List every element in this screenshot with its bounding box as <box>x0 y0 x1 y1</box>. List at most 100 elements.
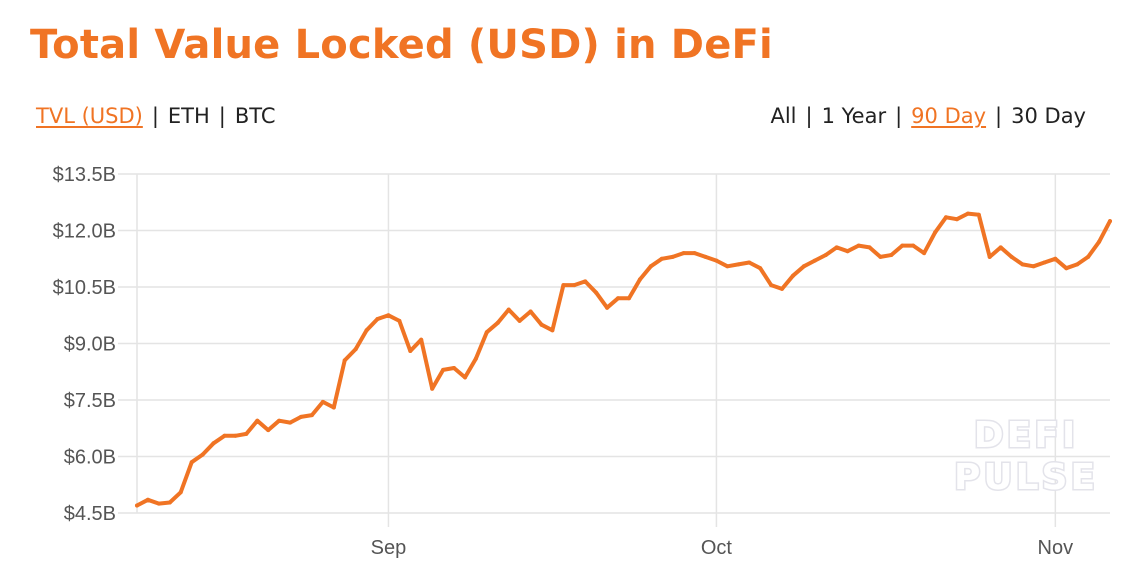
data-point <box>954 217 959 222</box>
data-point <box>1042 260 1047 265</box>
data-point <box>495 320 500 325</box>
data-point <box>364 328 369 333</box>
data-point <box>911 243 916 248</box>
data-point <box>976 212 981 217</box>
unit-option-btc[interactable]: BTC <box>234 104 276 128</box>
data-point <box>594 290 599 295</box>
data-point <box>178 490 183 495</box>
data-point <box>933 230 938 235</box>
data-point <box>627 296 631 301</box>
range-option-all[interactable]: All <box>770 104 797 128</box>
y-tick-label: $4.5B <box>64 503 116 525</box>
y-tick-label: $10.5B <box>53 277 116 299</box>
defi-pulse-watermark: DEFI PULSE <box>952 414 1098 500</box>
data-point <box>244 431 249 436</box>
data-point <box>856 243 861 248</box>
separator: | <box>151 104 159 128</box>
data-point <box>408 349 413 353</box>
data-point <box>747 260 752 265</box>
data-point <box>1009 254 1014 259</box>
data-point <box>441 367 446 372</box>
data-point <box>670 254 675 259</box>
data-point <box>583 279 588 284</box>
data-point <box>135 503 139 508</box>
data-point <box>145 497 150 502</box>
data-point <box>1053 256 1058 261</box>
separator: | <box>895 104 903 128</box>
data-point <box>889 253 894 257</box>
data-point <box>528 309 533 314</box>
data-point <box>255 418 260 423</box>
range-switch: All | 1 Year | 90 Day | 30 Day <box>770 104 1086 128</box>
data-point <box>1020 262 1025 267</box>
data-point <box>812 258 817 263</box>
x-tick-label: Nov <box>1038 537 1074 559</box>
separator: | <box>805 104 813 128</box>
y-tick-label: $12.0B <box>53 221 116 243</box>
y-tick-label: $7.5B <box>64 390 116 412</box>
data-point <box>473 356 478 361</box>
data-point <box>572 283 577 288</box>
unit-option-tvl-usd[interactable]: TVL (USD) <box>36 104 143 128</box>
data-point <box>801 264 806 269</box>
data-point <box>758 266 763 271</box>
data-point <box>430 386 435 391</box>
watermark-line-1: DEFI <box>974 415 1078 456</box>
data-point <box>506 307 511 312</box>
data-point <box>823 253 828 257</box>
y-axis: $13.5B $12.0B $10.5B $9.0B $7.5B $6.0B $4.5B <box>53 164 116 525</box>
data-point <box>616 296 620 301</box>
data-point <box>987 254 992 259</box>
x-axis: Sep Oct Nov <box>371 537 1073 559</box>
data-point <box>222 433 227 438</box>
data-point <box>834 245 839 250</box>
separator: | <box>995 104 1003 128</box>
series-group <box>135 211 1112 508</box>
data-point <box>233 433 238 438</box>
data-point <box>1086 254 1091 259</box>
data-point <box>320 399 325 404</box>
data-point <box>1064 266 1069 271</box>
data-point <box>1097 239 1102 244</box>
data-point <box>648 264 653 269</box>
data-point <box>1031 264 1036 269</box>
data-point <box>419 337 424 342</box>
data-point <box>736 262 741 267</box>
data-point <box>539 322 544 327</box>
data-point <box>944 215 948 220</box>
data-point <box>299 414 303 419</box>
data-point <box>681 251 686 256</box>
unit-option-eth[interactable]: ETH <box>167 104 210 128</box>
data-point <box>878 254 883 259</box>
data-point <box>156 501 161 506</box>
watermark-line-2: PULSE <box>954 457 1098 498</box>
data-point <box>900 243 905 248</box>
y-tick-label: $13.5B <box>53 164 116 186</box>
data-point <box>791 273 795 278</box>
range-option-90-day[interactable]: 90 Day <box>911 104 987 128</box>
data-point <box>353 347 358 352</box>
data-point <box>342 358 347 363</box>
chart-title: Total Value Locked (USD) in DeFi <box>30 22 773 68</box>
x-tick-label: Sep <box>371 537 407 559</box>
range-option-30-day[interactable]: 30 Day <box>1011 104 1086 128</box>
data-point <box>561 283 566 288</box>
data-point <box>189 460 194 465</box>
y-tick-label: $9.0B <box>64 334 116 356</box>
data-point <box>484 330 489 335</box>
unit-switch: TVL (USD) | ETH | BTC <box>36 104 276 128</box>
data-point <box>397 318 402 323</box>
data-point <box>277 418 282 423</box>
data-point <box>780 286 784 291</box>
data-point <box>605 305 610 310</box>
x-tick-label: Oct <box>701 537 733 559</box>
data-point <box>659 256 664 261</box>
data-point <box>386 313 391 318</box>
data-point <box>167 500 172 505</box>
data-point <box>922 251 927 256</box>
data-point <box>703 254 708 259</box>
data-point <box>769 283 774 288</box>
data-point <box>517 318 522 323</box>
range-option-1-year[interactable]: 1 Year <box>821 104 887 128</box>
data-point <box>845 249 850 254</box>
